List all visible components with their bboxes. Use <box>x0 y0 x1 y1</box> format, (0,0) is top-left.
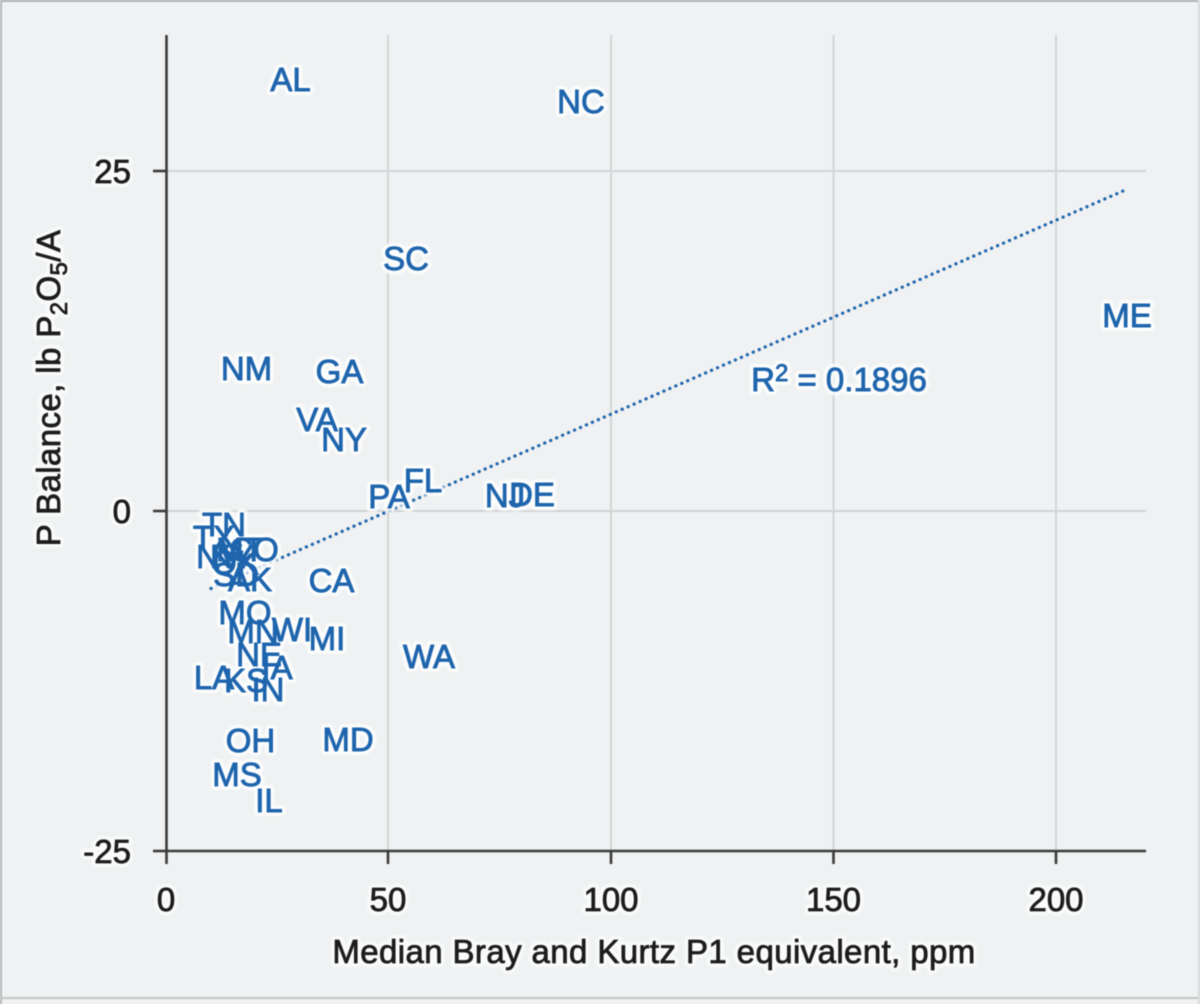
svg-text:0: 0 <box>113 493 131 530</box>
svg-text:Median Bray and Kurtz P1 equiv: Median Bray and Kurtz P1 equivalent, ppm <box>332 933 975 970</box>
svg-text:WA: WA <box>403 638 455 675</box>
svg-text:IA: IA <box>261 649 292 686</box>
svg-text:ME: ME <box>1102 297 1152 334</box>
svg-text:IA: IA <box>261 649 292 686</box>
svg-text:OH: OH <box>226 722 276 759</box>
svg-text:150: 150 <box>806 881 861 918</box>
svg-text:PA: PA <box>368 478 410 515</box>
svg-text:MT: MT <box>216 531 264 568</box>
svg-text:DE: DE <box>509 476 555 513</box>
svg-text:NC: NC <box>557 83 605 120</box>
svg-text:MO: MO <box>218 594 271 631</box>
svg-text:NM: NM <box>221 350 272 387</box>
svg-text:AL: AL <box>270 61 310 98</box>
svg-text:PA: PA <box>368 478 410 515</box>
svg-text:SD: SD <box>213 556 259 593</box>
svg-text:100: 100 <box>583 881 638 918</box>
svg-text:KY: KY <box>210 538 254 575</box>
svg-text:NM: NM <box>221 350 272 387</box>
svg-text:GA: GA <box>316 353 364 390</box>
svg-text:IL: IL <box>255 782 283 819</box>
svg-text:OH: OH <box>226 722 276 759</box>
svg-text:TN: TN <box>202 506 246 543</box>
svg-text:0: 0 <box>113 493 131 530</box>
svg-text:LA: LA <box>194 659 234 696</box>
svg-text:NV: NV <box>196 538 242 575</box>
svg-text:200: 200 <box>1028 881 1083 918</box>
svg-text:NC: NC <box>557 83 605 120</box>
svg-text:-25: -25 <box>83 833 131 870</box>
svg-text:MS: MS <box>212 756 262 793</box>
svg-text:100: 100 <box>583 881 638 918</box>
svg-text:200: 200 <box>1028 881 1083 918</box>
svg-text:OK: OK <box>211 544 259 581</box>
svg-text:Median Bray and Kurtz P1 equiv: Median Bray and Kurtz P1 equivalent, ppm <box>332 933 975 970</box>
svg-text:WI: WI <box>272 611 312 648</box>
svg-text:50: 50 <box>370 881 407 918</box>
svg-text:NY: NY <box>321 421 367 458</box>
svg-text:OK: OK <box>211 544 259 581</box>
svg-text:WI: WI <box>272 611 312 648</box>
svg-text:MN: MN <box>227 613 278 650</box>
svg-text:NV: NV <box>196 538 242 575</box>
svg-text:IN: IN <box>252 671 285 708</box>
svg-text:MO: MO <box>218 594 271 631</box>
svg-text:SD: SD <box>213 556 259 593</box>
svg-text:AK: AK <box>228 561 272 598</box>
svg-text:KS: KS <box>224 662 268 699</box>
svg-text:-25: -25 <box>83 833 131 870</box>
svg-text:NY: NY <box>321 421 367 458</box>
svg-text:25: 25 <box>94 153 131 190</box>
svg-text:TX: TX <box>193 519 235 556</box>
svg-text:TN: TN <box>202 506 246 543</box>
svg-text:50: 50 <box>370 881 407 918</box>
svg-text:AK: AK <box>228 561 272 598</box>
svg-text:FL: FL <box>404 462 443 499</box>
svg-text:150: 150 <box>806 881 861 918</box>
svg-text:FL: FL <box>404 462 443 499</box>
svg-text:0: 0 <box>157 881 175 918</box>
svg-text:MD: MD <box>322 721 373 758</box>
svg-text:WA: WA <box>403 638 455 675</box>
svg-text:MT: MT <box>216 531 264 568</box>
svg-text:DE: DE <box>509 476 555 513</box>
svg-text:SC: SC <box>383 240 429 277</box>
svg-text:VA: VA <box>296 401 338 438</box>
svg-text:VA: VA <box>296 401 338 438</box>
svg-text:NJ: NJ <box>485 477 525 514</box>
svg-text:P Balance, lb P2O5/A: P Balance, lb P2O5/A <box>30 230 73 547</box>
svg-text:MN: MN <box>227 613 278 650</box>
svg-text:TX: TX <box>193 519 235 556</box>
svg-text:NE: NE <box>236 636 282 673</box>
svg-text:R2 = 0.1896: R2 = 0.1896 <box>751 360 927 398</box>
svg-text:ME: ME <box>1102 297 1152 334</box>
svg-text:MS: MS <box>212 756 262 793</box>
svg-text:CA: CA <box>309 562 355 599</box>
svg-text:IL: IL <box>255 782 283 819</box>
svg-text:0: 0 <box>157 881 175 918</box>
svg-text:AL: AL <box>270 61 310 98</box>
svg-text:KY: KY <box>210 538 254 575</box>
svg-text:SC: SC <box>383 240 429 277</box>
svg-text:NE: NE <box>236 636 282 673</box>
svg-text:MD: MD <box>322 721 373 758</box>
svg-text:IN: IN <box>252 671 285 708</box>
svg-text:GA: GA <box>316 353 364 390</box>
svg-text:MI: MI <box>309 620 346 657</box>
svg-text:CO: CO <box>229 531 279 568</box>
svg-text:MI: MI <box>309 620 346 657</box>
svg-text:KS: KS <box>224 662 268 699</box>
svg-text:CA: CA <box>309 562 355 599</box>
svg-text:NJ: NJ <box>485 477 525 514</box>
svg-text:25: 25 <box>94 153 131 190</box>
svg-text:LA: LA <box>194 659 234 696</box>
svg-text:CO: CO <box>229 531 279 568</box>
